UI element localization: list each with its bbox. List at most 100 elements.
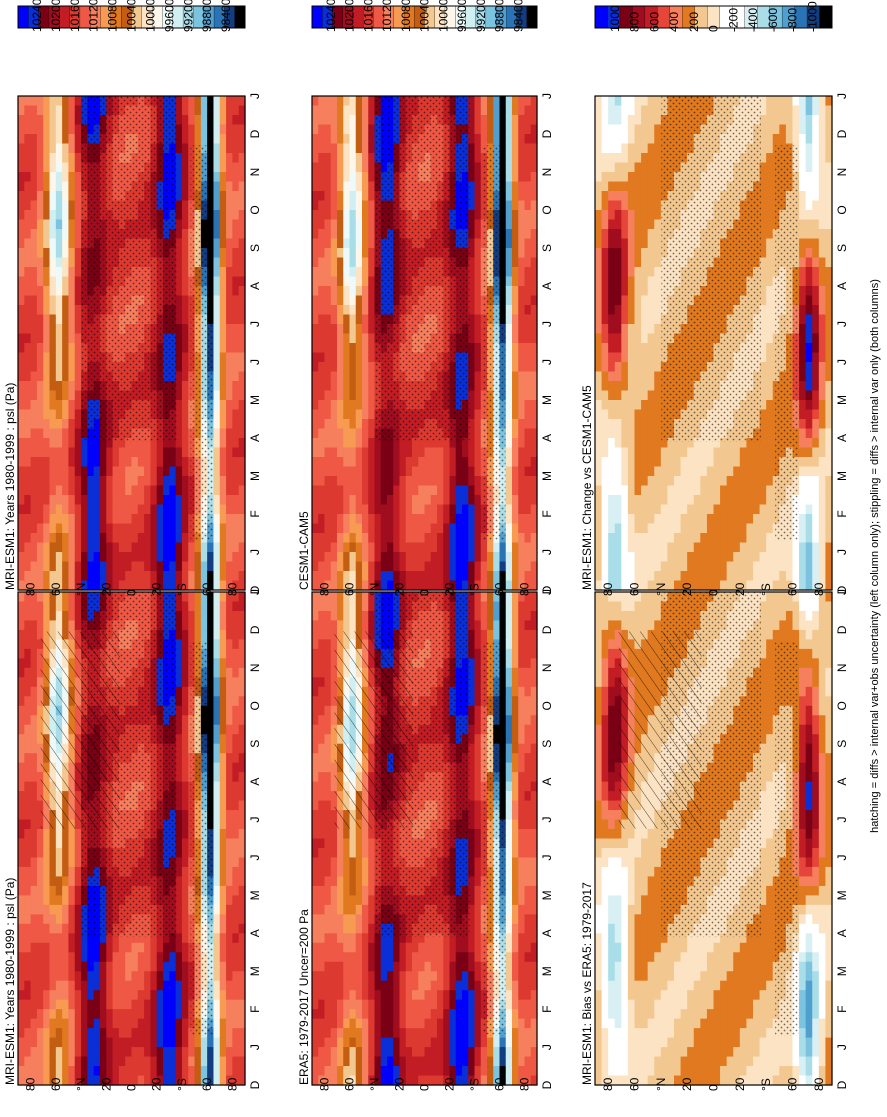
heatmap-cell	[43, 409, 51, 420]
heatmap-cell	[380, 971, 388, 982]
heatmap-cell	[330, 1037, 338, 1048]
heatmap-cell	[93, 571, 101, 582]
heatmap-cell	[330, 658, 338, 669]
heatmap-cell	[163, 523, 170, 534]
heatmap-cell	[181, 172, 189, 183]
heatmap-cell	[238, 847, 246, 859]
heatmap-cell	[349, 1075, 357, 1086]
heatmap-cell	[62, 580, 70, 591]
heatmap-cell	[156, 571, 164, 582]
heatmap-cell	[362, 610, 369, 622]
heatmap-cell	[36, 999, 44, 1010]
heatmap-cell	[343, 601, 351, 612]
heatmap-cell	[232, 629, 240, 640]
heatmap-cell	[387, 942, 394, 953]
heatmap-cell	[163, 495, 170, 506]
heatmap-cell	[55, 409, 63, 420]
heatmap-cell	[156, 523, 164, 534]
heatmap-cell	[74, 276, 82, 287]
heatmap-cell	[181, 305, 189, 316]
heatmap-cell	[213, 885, 221, 896]
heatmap-cell	[18, 980, 25, 991]
heatmap-cell	[405, 1056, 413, 1067]
heatmap-cell	[175, 400, 183, 411]
heatmap-cell	[238, 686, 246, 697]
heatmap-cell	[213, 153, 221, 164]
heatmap-cell	[30, 1047, 38, 1058]
hatching-overlay	[40, 631, 121, 829]
heatmap-cell	[125, 523, 133, 534]
heatmap-cell	[213, 857, 221, 868]
heatmap-cell	[24, 533, 32, 544]
heatmap-cell	[18, 105, 25, 116]
heatmap-cell	[318, 942, 326, 953]
heatmap-cell	[36, 381, 44, 392]
heatmap-cell	[74, 495, 82, 506]
stippling-overlay	[190, 641, 214, 1036]
heatmap-cell	[74, 210, 82, 221]
heatmap-cell	[49, 592, 57, 603]
heatmap-cell	[30, 276, 38, 287]
heatmap-cell	[112, 999, 120, 1010]
heatmap-cell	[324, 810, 332, 821]
heatmap-cell	[175, 667, 183, 678]
heatmap-cell	[49, 990, 57, 1001]
heatmap-cell	[118, 495, 126, 506]
heatmap-cell	[226, 866, 233, 878]
heatmap-cell	[232, 143, 240, 154]
heatmap-cell	[226, 200, 233, 211]
heatmap-cell	[232, 504, 240, 515]
heatmap-cell	[213, 371, 221, 382]
heatmap-cell	[213, 923, 221, 934]
heatmap-cell	[238, 1018, 246, 1029]
heatmap-cell	[99, 999, 107, 1010]
heatmap-cell	[55, 923, 63, 934]
heatmap-cell	[393, 980, 401, 991]
heatmap-cell	[194, 124, 202, 135]
heatmap-cell	[424, 942, 432, 953]
heatmap-cell	[150, 523, 158, 534]
heatmap-cell	[36, 1037, 44, 1048]
heatmap-cell	[238, 1075, 246, 1086]
heatmap-cell	[207, 124, 215, 135]
heatmap-cell	[343, 942, 351, 953]
heatmap-cell	[343, 933, 351, 944]
heatmap-cell	[68, 381, 76, 392]
heatmap-cell	[24, 1047, 32, 1058]
heatmap-cell	[238, 485, 246, 496]
heatmap-cell	[374, 1018, 382, 1029]
heatmap-cell	[99, 476, 107, 487]
heatmap-cell	[387, 1066, 394, 1077]
heatmap-cell	[213, 743, 221, 754]
heatmap-cell	[318, 1056, 326, 1067]
heatmap-cell	[169, 1037, 177, 1048]
heatmap-cell	[175, 810, 183, 821]
heatmap-cell	[194, 1037, 202, 1048]
heatmap-cell	[68, 172, 76, 183]
heatmap-cell	[387, 990, 394, 1001]
heatmap-cell	[324, 857, 332, 868]
heatmap-cell	[62, 1018, 70, 1029]
heatmap-cell	[324, 753, 332, 764]
heatmap-cell	[232, 419, 240, 430]
heatmap-cell	[226, 400, 233, 411]
heatmap-cell	[74, 942, 82, 953]
heatmap-cell	[412, 999, 419, 1010]
heatmap-cell	[355, 857, 363, 868]
heatmap-cell	[55, 352, 63, 363]
heatmap-cell	[43, 601, 51, 612]
heatmap-cell	[374, 971, 382, 982]
heatmap-cell	[219, 762, 227, 773]
heatmap-cell	[399, 1018, 407, 1029]
heatmap-cell	[30, 143, 38, 154]
heatmap-cell	[226, 819, 233, 830]
heatmap-cell	[200, 115, 208, 126]
heatmap-cell	[399, 1037, 407, 1048]
heatmap-cell	[330, 762, 338, 773]
heatmap-cell	[62, 409, 70, 420]
heatmap-cell	[399, 971, 407, 982]
heatmap-cell	[18, 219, 25, 230]
heatmap-cell	[380, 1009, 388, 1020]
heatmap-cell	[137, 457, 145, 468]
heatmap-cell	[30, 295, 38, 306]
